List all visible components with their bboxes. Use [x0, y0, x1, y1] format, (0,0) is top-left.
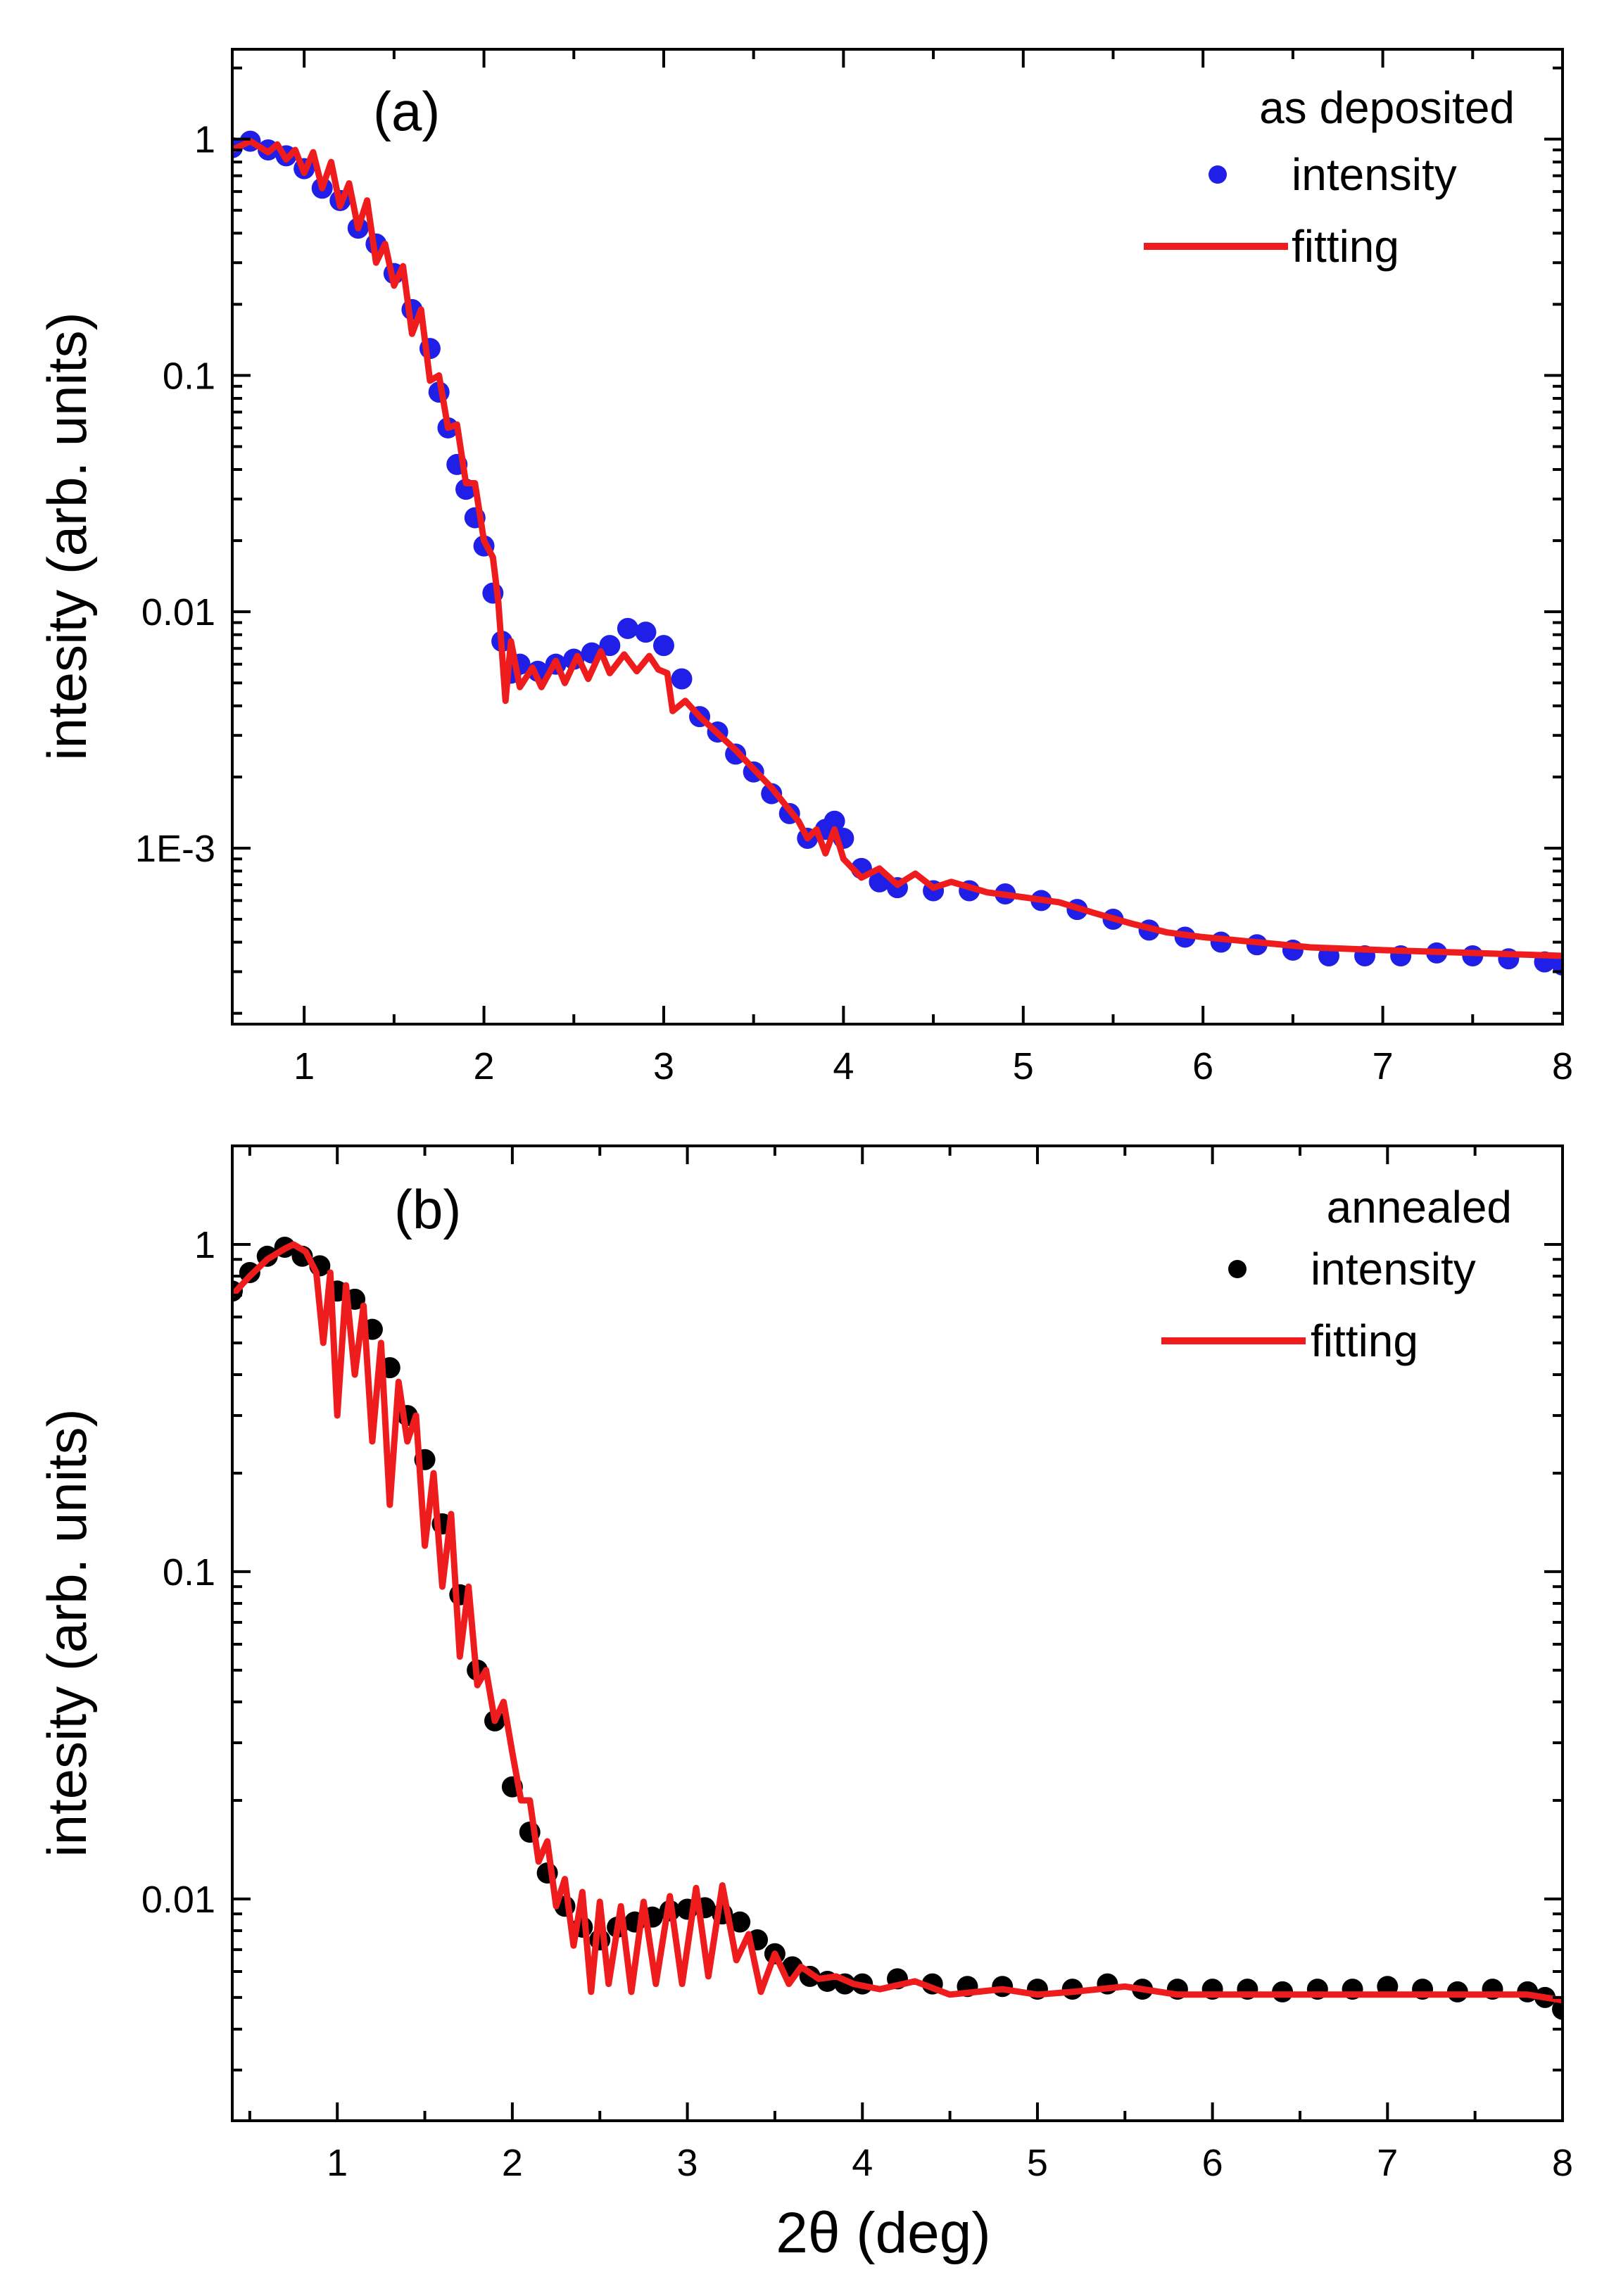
data-point-intensity [671, 668, 693, 690]
x-tick-label: 1 [327, 2142, 348, 2184]
panel-b-x-ticks: 1 2 3 4 5 6 7 8 [248, 1146, 1573, 2184]
panel-a-y-ticks: 1 0.1 0.01 1E-3 [135, 66, 1563, 1015]
y-tick-label: 0.1 [163, 355, 215, 397]
x-tick-label: 3 [677, 2142, 698, 2184]
x-tick-label: 7 [1373, 1045, 1394, 1087]
series-line-fitting [232, 1241, 1563, 2004]
panel-a: 1 2 3 4 5 6 7 8 1 0.1 0.01 1E-3 (a) intesity (arb.… [36, 48, 1573, 1087]
panel-a-data-layer [232, 130, 1563, 976]
panel-a-legend-title: as deposited [1259, 82, 1515, 133]
panel-a-legend-marker-intensity [1209, 165, 1227, 184]
panel-b-legend-label-intensity: intensity [1311, 1244, 1476, 1294]
panel-b-data-layer [232, 1237, 1563, 2020]
data-point-intensity [729, 1911, 751, 1933]
data-point-intensity [1552, 1998, 1563, 2020]
panel-b-y-ticks: 1 0.1 0.01 [141, 1144, 1563, 2071]
x-tick-label: 3 [653, 1045, 674, 1087]
y-tick-label: 1 [194, 1224, 215, 1266]
panel-b-x-axis-label: 2θ (deg) [776, 2201, 990, 2265]
y-tick-label: 1 [194, 119, 215, 161]
panel-b-y-axis-label: intesity (arb. units) [36, 1408, 98, 1857]
data-point-intensity [599, 635, 621, 657]
y-tick-label: 1E-3 [135, 828, 215, 870]
x-tick-label: 1 [294, 1045, 315, 1087]
x-tick-label: 2 [502, 2142, 523, 2184]
y-tick-label: 0.1 [163, 1551, 215, 1594]
panel-a-label: (a) [373, 80, 440, 142]
x-tick-label: 5 [1027, 2142, 1048, 2184]
x-tick-label: 6 [1192, 1045, 1213, 1087]
x-tick-label: 5 [1013, 1045, 1034, 1087]
panel-b-legend: annealed intensity fitting [1161, 1182, 1512, 1366]
data-point-intensity [635, 622, 657, 643]
data-point-intensity [617, 617, 638, 639]
x-tick-label: 2 [474, 1045, 495, 1087]
panel-a-legend-label-intensity: intensity [1292, 149, 1457, 200]
panel-a-y-axis-label: intesity (arb. units) [36, 312, 98, 760]
x-tick-label: 4 [852, 2142, 873, 2184]
series-line-fitting [232, 138, 1563, 959]
x-tick-label: 8 [1552, 2142, 1573, 2184]
panel-a-legend: as deposited intensity fitting [1144, 82, 1515, 272]
x-tick-label: 4 [833, 1045, 854, 1087]
x-tick-label: 7 [1377, 2142, 1398, 2184]
data-point-intensity [652, 635, 674, 657]
panel-a-legend-label-fitting: fitting [1292, 221, 1399, 272]
x-tick-label: 6 [1202, 2142, 1223, 2184]
y-tick-label: 0.01 [141, 591, 215, 633]
panel-b-legend-label-fitting: fitting [1311, 1316, 1418, 1366]
data-point-intensity [824, 810, 845, 832]
panel-b-legend-marker-intensity [1228, 1260, 1247, 1278]
panel-a-x-ticks: 1 2 3 4 5 6 7 8 [294, 49, 1573, 1087]
panel-a-frame [231, 48, 1564, 1026]
x-tick-label: 8 [1552, 1045, 1573, 1087]
y-tick-label: 0.01 [141, 1879, 215, 1921]
panel-b: 1 2 3 4 5 6 7 8 1 0.1 0.01 (b) intesity (arb. uni… [36, 1144, 1573, 2265]
panel-b-frame [231, 1144, 1564, 2122]
panel-b-legend-title: annealed [1327, 1182, 1512, 1232]
panel-b-label: (b) [394, 1178, 461, 1240]
